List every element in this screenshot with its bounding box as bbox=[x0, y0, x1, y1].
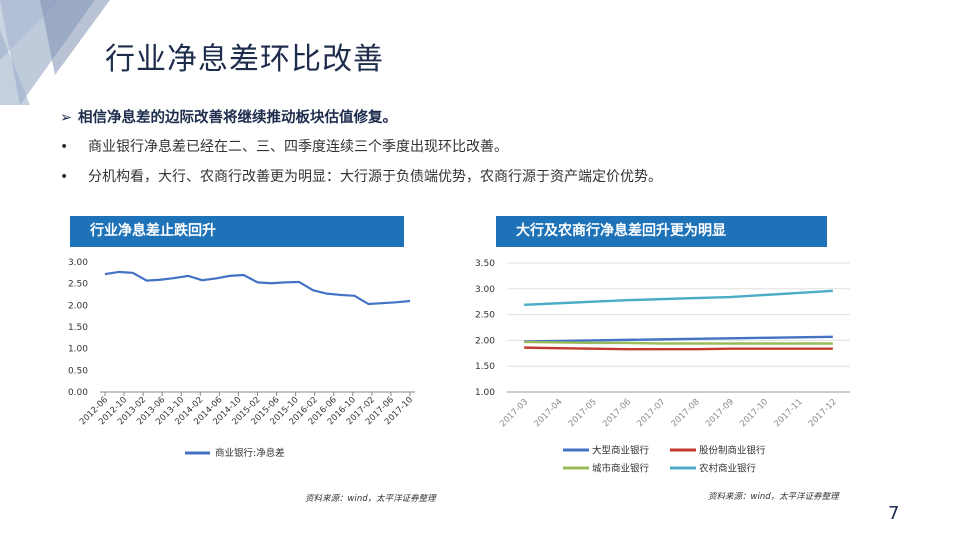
chart1-y-tick-label: 2.50 bbox=[68, 280, 88, 290]
lead-statement: ➢ 相信净息差的边际改善将继续推动板块估值修复。 bbox=[60, 106, 397, 127]
chart2-y-tick-label: 1.00 bbox=[475, 388, 495, 398]
chart2-y-tick-label: 2.50 bbox=[475, 311, 495, 321]
page-number: 7 bbox=[888, 503, 900, 524]
arrow-bullet-icon: ➢ bbox=[60, 110, 73, 126]
chart2-y-tick-label: 2.00 bbox=[475, 336, 495, 346]
chart2-x-tick-label: 2017-10 bbox=[738, 397, 770, 429]
chart2-x-tick-label: 2017-03 bbox=[498, 397, 530, 429]
chart2-y-tick-label: 3.50 bbox=[475, 259, 495, 269]
chart2-legend-label: 股份制商业银行 bbox=[699, 445, 766, 457]
chart1-y-tick-label: 0.50 bbox=[68, 366, 88, 376]
chart2-y-tick-label: 3.00 bbox=[475, 285, 495, 295]
bullet-point: • 商业银行净息差已经在二、三、四季度连续三个季度出现环比改善。 bbox=[60, 136, 508, 156]
bullet-point: • 分机构看，大行、农商行改善更为明显：大行源于负债端优势，农商行源于资产端定价优… bbox=[60, 166, 662, 186]
chart2-source: 资料来源：wind，太平洋证券整理 bbox=[708, 492, 839, 502]
chart2-y-tick-label: 1.50 bbox=[475, 362, 495, 372]
chart2-x-tick-label: 2017-06 bbox=[601, 397, 633, 429]
chart2-legend-label: 城市商业银行 bbox=[592, 463, 650, 475]
chart2-series-line bbox=[524, 346, 833, 351]
chart1-y-tick-label: 0.00 bbox=[68, 388, 88, 398]
chart2-x-tick-label: 2017-11 bbox=[772, 397, 804, 429]
chart2-x-tick-label: 2017-05 bbox=[567, 397, 599, 429]
chart2-title: 大行及农商行净息差回升更为明显 bbox=[496, 216, 827, 247]
chart1-y-tick-label: 2.00 bbox=[68, 301, 88, 311]
chart2-x-tick-label: 2017-09 bbox=[704, 397, 736, 429]
chart2-series-line bbox=[524, 340, 833, 345]
chart1-y-tick-label: 1.50 bbox=[68, 323, 88, 333]
chart2-x-tick-label: 2017-07 bbox=[635, 397, 667, 429]
chart1-y-tick-label: 1.00 bbox=[68, 345, 88, 355]
chart1-source: 资料来源：wind，太平洋证券整理 bbox=[305, 494, 436, 504]
chart2-x-tick-label: 2017-12 bbox=[807, 397, 839, 429]
chart1-industry-nim: 3.002.502.001.501.000.500.002012-062012-… bbox=[68, 258, 415, 459]
chart2-x-tick-label: 2017-08 bbox=[670, 397, 702, 429]
bullet-text: 商业银行净息差已经在二、三、四季度连续三个季度出现环比改善。 bbox=[88, 139, 508, 155]
bullet-dot-icon: • bbox=[60, 169, 69, 185]
bullet-text: 分机构看，大行、农商行改善更为明显：大行源于负债端优势，农商行源于资产端定价优势… bbox=[88, 169, 662, 185]
chart2-x-tick-label: 2017-04 bbox=[532, 397, 564, 429]
page-title: 行业净息差环比改善 bbox=[105, 42, 384, 77]
chart2-legend-label: 农村商业银行 bbox=[699, 463, 757, 475]
lead-text: 相信净息差的边际改善将继续推动板块估值修复。 bbox=[78, 110, 397, 126]
corner-decoration bbox=[0, 0, 110, 105]
chart1-y-tick-label: 3.00 bbox=[68, 258, 88, 268]
chart2-legend-label: 大型商业银行 bbox=[592, 445, 650, 457]
chart1-title: 行业净息差止跌回升 bbox=[70, 216, 404, 247]
chart1-legend-label: 商业银行:净息差 bbox=[215, 447, 285, 459]
bullet-dot-icon: • bbox=[60, 139, 69, 155]
chart2-series-line bbox=[524, 289, 833, 306]
chart1-series-line bbox=[104, 270, 411, 306]
chart2-series-line bbox=[524, 335, 833, 343]
